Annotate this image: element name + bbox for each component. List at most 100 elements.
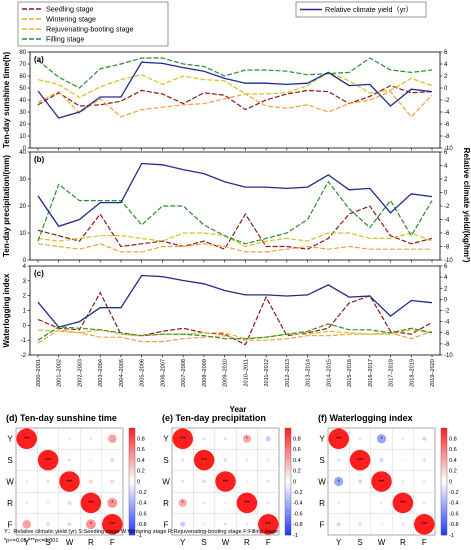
correlation-circle — [337, 458, 341, 462]
series-line-rejuvenating — [37, 71, 433, 99]
colorbar-segment — [285, 521, 291, 525]
column-label: R — [88, 538, 94, 547]
correlation-circle — [245, 458, 249, 462]
correlation-circle — [180, 521, 186, 527]
colorbar-segment — [285, 460, 291, 464]
colorbar-segment — [129, 454, 135, 458]
colorbar-segment — [441, 492, 447, 496]
x-tick-label: 2009–2010 — [223, 359, 229, 387]
correlation-circle — [328, 428, 349, 449]
x-tick-label: 2007–2008 — [181, 359, 187, 387]
x-tick-label: 2011–2012 — [264, 359, 270, 387]
colorbar-segment — [285, 524, 291, 528]
y-tick-label-left: -2 — [21, 353, 27, 359]
colorbar-tick-label: 0.8 — [449, 437, 457, 443]
colorbar-segment — [441, 524, 447, 528]
row-label: Y — [7, 435, 13, 444]
series-line-wintering — [37, 329, 433, 344]
colorbar-segment — [129, 497, 135, 501]
correlation-circle — [358, 501, 362, 505]
y-tick-label-right: -4 — [444, 218, 450, 224]
colorbar-segment — [129, 521, 135, 525]
correlation-circle — [223, 522, 228, 526]
significance-label: * — [381, 437, 383, 443]
correlation-circle — [202, 479, 206, 484]
correlation-circle — [376, 434, 387, 444]
colorbar-segment — [441, 489, 447, 493]
colorbar-segment — [441, 428, 447, 431]
correlation-circle — [67, 500, 72, 505]
colorbar-segment — [129, 481, 135, 485]
row-label: W — [6, 478, 14, 487]
colorbar-segment — [285, 446, 291, 450]
colorbar-segment — [129, 478, 135, 482]
colorbar-tick-label: -0.2 — [293, 490, 303, 496]
correlation-circle — [422, 436, 427, 441]
correlation-circle — [245, 479, 249, 484]
x-tick-label: 2008–2009 — [202, 359, 208, 387]
x-tick-label: 2004–2005 — [119, 359, 125, 387]
significance-label: *** — [357, 458, 363, 464]
legend-yield: Relative climate yield（yr） — [295, 1, 427, 18]
colorbar-segment — [441, 470, 447, 474]
colorbar-frame — [284, 427, 292, 536]
x-tick-label: 2001–2002 — [57, 359, 63, 387]
column-label: R — [244, 538, 250, 547]
significance-label: *** — [265, 522, 271, 528]
heatmap-title: (f) Waterlogging index — [318, 413, 413, 423]
x-tick-label: 2003–2004 — [98, 359, 104, 387]
y-tick-label-right: -2 — [444, 204, 450, 210]
series-line-rejuvenating — [37, 232, 433, 248]
y-tick-label-right: -8 — [444, 342, 450, 348]
colorbar-segment — [285, 452, 291, 456]
y-tick-label-right: -10 — [444, 146, 453, 152]
colorbar-segment — [441, 505, 447, 509]
colorbar-segment — [129, 494, 135, 498]
y-axis-title-left: Ten-day precipitation/(mm) — [2, 155, 11, 257]
colorbar-tick-label: 0.4 — [137, 458, 145, 464]
colorbar-tick-label: 0 — [137, 479, 140, 485]
colorbar-tick-label: -0.6 — [293, 511, 303, 517]
correlation-circle — [223, 501, 228, 505]
correlation-circle — [215, 471, 236, 492]
correlation-circle — [401, 522, 405, 526]
correlation-circle — [422, 458, 427, 462]
colorbar-segment — [441, 526, 447, 530]
y-tick-label-right: -8 — [444, 134, 450, 140]
row-label: F — [320, 520, 325, 529]
colorbar-tick-label: 0.6 — [137, 447, 145, 453]
column-label: W — [66, 538, 74, 547]
colorbar-segment — [285, 476, 291, 480]
x-tick-label: 2006–2007 — [160, 359, 166, 387]
row-label: S — [319, 456, 324, 465]
y-axis-title-right: Relative climate yield/(kg/hm²) — [462, 148, 471, 263]
colorbar-tick-label: 0.2 — [449, 469, 457, 475]
y-tick-label-right: 2 — [444, 177, 448, 183]
colorbar-tick-label: -0.2 — [449, 490, 459, 496]
footnote-significance: *p<=0.05 ***p<=0.001 — [4, 538, 58, 544]
colorbar-segment — [441, 433, 447, 437]
colorbar-segment — [441, 468, 447, 472]
correlation-circle — [236, 492, 258, 514]
significance-label: *** — [67, 479, 73, 485]
colorbar-tick-label: 0.2 — [137, 469, 145, 475]
correlation-circle — [358, 437, 362, 441]
significance-label: * — [111, 501, 113, 507]
colorbar-segment — [129, 513, 135, 517]
y-tick-label-left: 30 — [19, 110, 26, 116]
column-label: W — [222, 538, 230, 547]
colorbar-segment — [129, 465, 135, 469]
row-label: R — [7, 499, 13, 508]
panel-label: (c) — [34, 269, 44, 278]
x-tick-label: 2015–2016 — [347, 359, 353, 387]
colorbar-segment — [129, 473, 135, 477]
correlation-circle — [379, 501, 384, 505]
colorbar-segment — [129, 470, 135, 474]
significance-label: *** — [201, 458, 207, 464]
correlation-circle — [202, 501, 206, 505]
legend-seedling-label: Seedling stage — [46, 5, 94, 14]
colorbar-segment — [285, 510, 291, 514]
row-label: S — [163, 456, 168, 465]
y-tick-label-left: 70 — [19, 62, 26, 68]
correlation-circle — [401, 458, 405, 462]
